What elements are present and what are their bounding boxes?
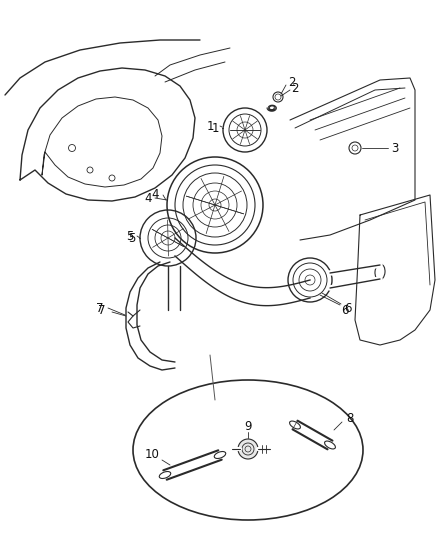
Text: 7: 7 — [98, 303, 106, 317]
Text: 10: 10 — [145, 448, 159, 462]
Text: 4: 4 — [144, 191, 152, 205]
Text: 1: 1 — [211, 122, 219, 134]
Text: 6: 6 — [341, 303, 349, 317]
Text: 6: 6 — [344, 302, 352, 314]
Text: 3: 3 — [391, 141, 399, 155]
Text: 7: 7 — [96, 302, 104, 314]
Circle shape — [238, 439, 258, 459]
Text: 4: 4 — [151, 189, 159, 201]
Text: 5: 5 — [128, 231, 136, 245]
Text: 1: 1 — [206, 119, 214, 133]
Text: 5: 5 — [126, 230, 134, 243]
Text: 2: 2 — [288, 76, 296, 88]
Text: 2: 2 — [291, 82, 299, 94]
Text: 8: 8 — [346, 411, 354, 424]
Text: 9: 9 — [244, 419, 252, 432]
